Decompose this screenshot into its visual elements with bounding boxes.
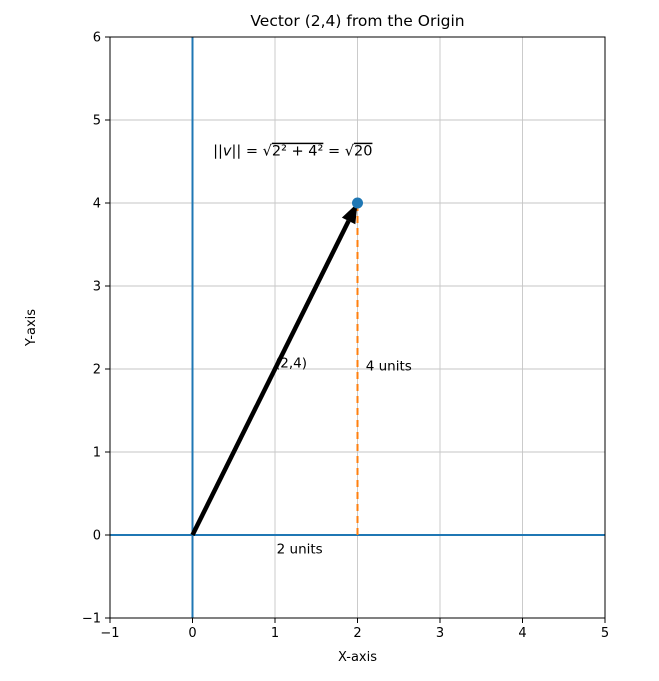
y-tick-label: 2 xyxy=(93,363,101,378)
annotation-base-label: 2 units xyxy=(277,541,323,557)
vector-arrowhead xyxy=(341,203,358,225)
plot-content: −1 0 1 2 3 4 5 −1 0 1 2 3 4 5 6 ||v|| = √2² + 4² = √20 (… xyxy=(82,31,609,642)
vector-shaft xyxy=(190,219,351,537)
annotation-vector-label: (2,4) xyxy=(275,355,307,371)
x-tick-label: 5 xyxy=(601,626,609,641)
vector-endpoint xyxy=(352,197,363,209)
y-tick-label: 5 xyxy=(93,114,101,129)
x-axis-label: X-axis xyxy=(338,650,377,665)
x-tick-label: 2 xyxy=(353,626,361,641)
y-tick-label: −1 xyxy=(82,612,101,627)
x-tick-label: −1 xyxy=(100,626,119,641)
y-axis-label: Y-axis xyxy=(24,309,39,347)
y-tick-label: 1 xyxy=(93,446,101,461)
chart-title: Vector (2,4) from the Origin xyxy=(250,12,464,30)
y-tick-label: 4 xyxy=(93,197,101,212)
x-tick-label: 0 xyxy=(188,626,196,641)
annotation-norm-formula: ||v|| = √2² + 4² = √20 xyxy=(213,144,372,160)
y-tick-label: 6 xyxy=(93,31,101,46)
y-tick-label: 3 xyxy=(93,280,101,295)
x-tick-label: 1 xyxy=(271,626,279,641)
annotation-height-label: 4 units xyxy=(366,359,412,375)
y-tick-label: 0 xyxy=(93,529,101,544)
x-tick-label: 3 xyxy=(436,626,444,641)
x-tick-label: 4 xyxy=(518,626,526,641)
